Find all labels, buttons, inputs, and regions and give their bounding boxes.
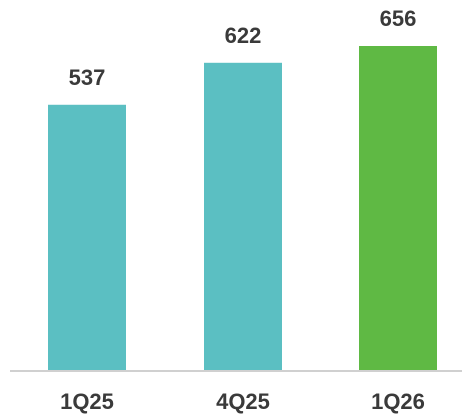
x-tick-label-4q25: 4Q25	[216, 389, 270, 414]
value-label-1q26: 656	[380, 6, 417, 31]
value-label-4q25: 622	[225, 23, 262, 48]
bar-1q26	[359, 46, 437, 370]
bar-4q25	[204, 62, 282, 370]
value-label-1q25: 537	[69, 65, 106, 90]
x-tick-label-1q26: 1Q26	[371, 389, 425, 414]
x-tick-label-1q25: 1Q25	[60, 389, 114, 414]
bar-1q25	[48, 104, 126, 371]
